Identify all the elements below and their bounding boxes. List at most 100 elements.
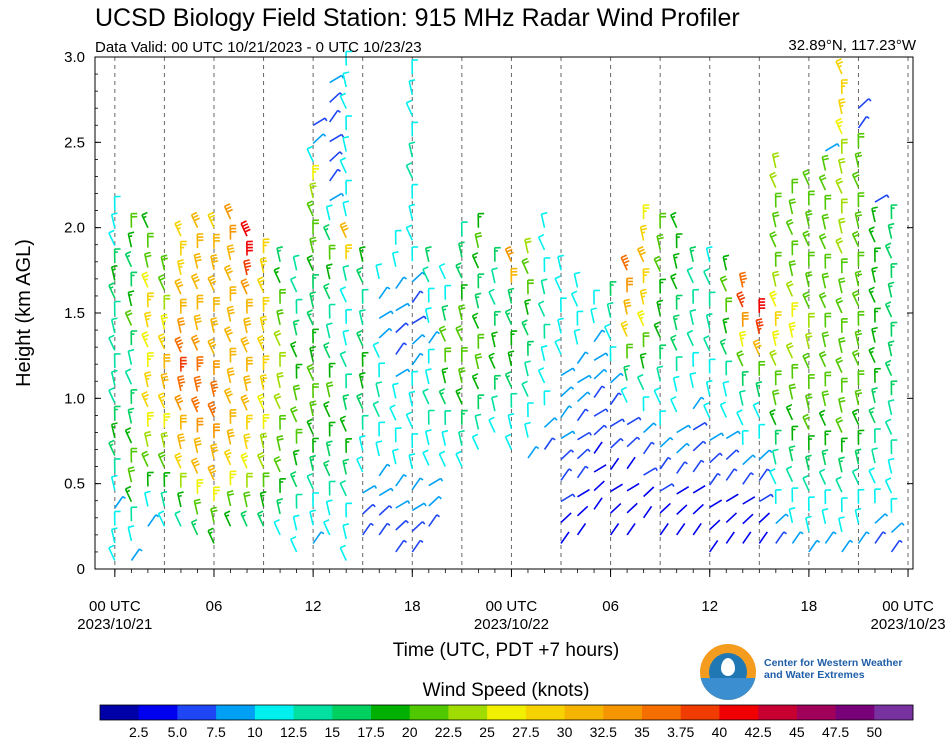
wind-barb (223, 326, 233, 343)
wind-barb (560, 531, 570, 544)
wind-barb (537, 367, 546, 384)
wind-barb (857, 429, 865, 445)
wind-barb (458, 304, 466, 321)
wind-barb (474, 292, 482, 309)
wind-barb (788, 445, 796, 462)
wind-barb (240, 510, 248, 527)
wind-barb (493, 374, 501, 390)
wind-barb (672, 314, 680, 331)
wind-barb (361, 351, 369, 367)
wind-barb (378, 421, 386, 437)
wind-barb (428, 514, 440, 527)
wind-barb (243, 375, 252, 392)
wind-barb (411, 59, 419, 75)
wind-barb (610, 372, 624, 384)
wind-barb (741, 311, 749, 327)
wind-barb (147, 514, 160, 527)
wind-barb (174, 510, 182, 527)
wind-barb (705, 246, 713, 262)
wind-barb (821, 272, 829, 289)
wind-barb (840, 79, 848, 95)
wind-barb (174, 278, 184, 295)
wind-barb (725, 297, 733, 313)
wind-barb (738, 330, 747, 347)
wind-barb (329, 109, 341, 123)
data-valid-range: Data Valid: 00 UTC 10/21/2023 - 0 UTC 10… (95, 39, 422, 56)
wind-barb (124, 485, 133, 503)
wind-barb (160, 313, 168, 330)
wind-barb (857, 192, 865, 208)
wind-barb (441, 304, 449, 321)
wind-barb (560, 493, 576, 503)
wind-barb (854, 211, 863, 228)
wind-barb (160, 254, 168, 271)
colorbar-swatch (177, 705, 217, 720)
wind-barb (276, 246, 283, 262)
wind-barb (207, 274, 217, 292)
wind-barb (656, 365, 664, 382)
wind-barb (395, 276, 407, 290)
wind-barb (328, 480, 336, 496)
y-tick-label: 0 (77, 561, 85, 578)
wind-barb (179, 240, 187, 256)
wind-barb (593, 289, 600, 305)
colorbar-label: 15 (325, 724, 341, 740)
wind-barb (510, 330, 518, 346)
wind-barb (874, 428, 881, 444)
wind-barb (626, 343, 633, 359)
wind-barb (223, 387, 233, 404)
wind-barb (362, 522, 374, 536)
wind-barb (705, 379, 713, 396)
wind-barb (576, 465, 589, 479)
wind-barb (791, 531, 804, 544)
wind-barb (438, 450, 447, 467)
wind-barb (785, 342, 794, 359)
wind-barb (835, 416, 844, 433)
wind-barb (791, 240, 799, 256)
wind-barb (840, 377, 848, 393)
wind-barb (838, 396, 846, 413)
wind-barb (670, 273, 678, 290)
wind-barb (593, 329, 606, 343)
wind-barb (328, 303, 336, 319)
wind-barb (424, 368, 432, 385)
wind-barb (708, 291, 716, 307)
wind-barb (378, 463, 391, 477)
wind-barb (838, 337, 846, 353)
wind-barb (653, 255, 662, 272)
wind-barb (207, 464, 217, 481)
wind-barb (408, 141, 416, 158)
wind-barb (312, 133, 327, 144)
wind-barb (741, 371, 749, 386)
wind-barb (113, 458, 121, 474)
colorbar-label: 47.5 (822, 724, 849, 740)
wind-barb (411, 477, 424, 491)
wind-barb (110, 369, 118, 386)
wind-barb (345, 244, 353, 260)
wind-barb (626, 416, 642, 426)
wind-barb (279, 478, 286, 493)
wind-barb (692, 421, 708, 431)
wind-barb (405, 224, 414, 241)
colorbar-swatch (332, 705, 372, 720)
wind-barb (507, 412, 515, 429)
wind-barb (292, 319, 300, 336)
wind-barb (124, 427, 133, 444)
wind-barb (857, 132, 865, 148)
wind-barb (130, 271, 138, 287)
wind-barb (609, 457, 620, 471)
wind-barb (507, 287, 515, 304)
wind-barb (455, 262, 463, 279)
wind-barb (537, 233, 546, 251)
colorbar-label: 20 (402, 724, 418, 740)
wind-barb (259, 432, 268, 449)
wind-barb (339, 92, 347, 109)
wind-barb (160, 490, 168, 507)
wind-barb (774, 251, 782, 267)
wind-barb (560, 512, 572, 523)
wind-barb (854, 329, 863, 346)
wind-barb (741, 430, 749, 445)
wind-barb (179, 472, 187, 488)
wind-barb (444, 410, 452, 425)
wind-barb (196, 233, 204, 249)
